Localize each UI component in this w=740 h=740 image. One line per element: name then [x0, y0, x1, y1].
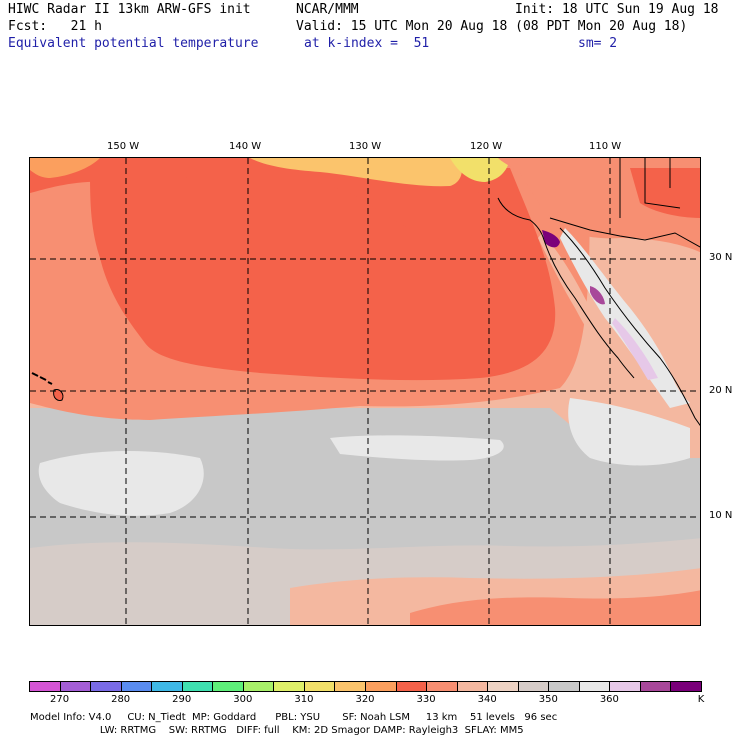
graticule — [30, 158, 700, 625]
colorbar-swatch — [334, 681, 366, 692]
lon-label-140w: 140 W — [229, 141, 262, 152]
colorbar-swatch — [395, 681, 428, 692]
colorbar-tick-label: 330 — [416, 694, 436, 705]
colorbar-swatch — [365, 681, 397, 692]
colorbar-swatch — [303, 681, 336, 692]
colorbar-tick-label: 360 — [599, 694, 619, 705]
colorbar-tick-label: 270 — [49, 694, 70, 705]
hawaii-islands — [31, 372, 53, 385]
land-interior — [630, 168, 700, 218]
colorbar-swatch — [548, 681, 580, 692]
lat-label-30n: 30 N — [709, 252, 733, 263]
baja-peninsula — [538, 233, 630, 378]
red-core — [90, 168, 556, 381]
colorbar-swatch — [273, 681, 305, 692]
lat-label-20n: 20 N — [709, 385, 733, 396]
lavender-strip — [612, 318, 658, 380]
lon-label-150w: 150 W — [107, 141, 140, 152]
colorbar-swatch — [426, 681, 458, 692]
colorbar-swatch — [487, 681, 519, 692]
lon-label-110w: 110 W — [589, 141, 622, 152]
valid-time: Valid: 15 UTC Mon 20 Aug 18 (08 PDT Mon … — [296, 19, 688, 34]
gulf-coastline — [559, 227, 700, 427]
colorbar-tick-label: 290 — [172, 694, 192, 705]
lon-label-120w: 120 W — [470, 141, 503, 152]
organization-label: NCAR/MMM — [296, 2, 359, 17]
model-info-line1: Model Info: V4.0 CU: N_Tiedt MP: Goddard… — [30, 712, 558, 723]
colorbar-tick-label: 310 — [294, 694, 314, 705]
lat-label-10n: 10 N — [709, 510, 733, 521]
white-patch-east — [568, 398, 690, 466]
map-canvas — [30, 158, 700, 625]
colorbar-swatch — [242, 681, 275, 692]
field-name: Equivalent potential temperature — [8, 36, 259, 51]
colorbar-tick-label: 350 — [538, 694, 558, 705]
smoothing-value: sm= 2 — [578, 36, 618, 51]
colorbar-swatch — [120, 681, 153, 692]
forecast-hour: Fcst: 21 h — [8, 19, 102, 34]
purple-patch — [590, 286, 605, 305]
colorbar-swatch — [212, 681, 244, 692]
colorbar-swatch — [456, 681, 489, 692]
white-patch-central — [330, 435, 504, 461]
lon-label-130w: 130 W — [349, 141, 382, 152]
colorbar-unit: K — [697, 694, 705, 705]
colorbar-swatch — [670, 681, 702, 692]
gulf-white — [560, 228, 690, 408]
colorbar-swatch — [578, 681, 611, 692]
us-mexico-border — [549, 217, 700, 248]
model-title: HIWC Radar II 13km ARW-GFS init — [8, 2, 251, 17]
south-coral — [410, 590, 700, 625]
colorbar-swatch — [151, 681, 183, 692]
colorbar-swatch — [59, 681, 92, 692]
colorbar-tick-label: 280 — [111, 694, 131, 705]
yellow-patch — [450, 158, 510, 182]
state-borders — [619, 158, 681, 218]
warm-orange-top — [250, 158, 462, 187]
colorbar-tick-label: 340 — [477, 694, 497, 705]
colorbar-swatch — [639, 681, 672, 692]
init-time: Init: 18 UTC Sun 19 Aug 18 — [515, 2, 719, 17]
colorbar-tick-label: 320 — [355, 694, 375, 705]
white-patch-west — [38, 451, 204, 516]
model-info-line2: LW: RRTMG SW: RRTMG DIFF: full KM: 2D Sm… — [30, 725, 524, 736]
orange-corner — [30, 158, 100, 178]
theta-e-map[interactable] — [29, 157, 701, 626]
colorbar-swatch — [29, 681, 61, 692]
colorbar-swatch — [517, 681, 550, 692]
purple-maximum — [542, 230, 560, 248]
hawaii-big-island — [53, 389, 64, 401]
colorbar-tick-label: 300 — [233, 694, 253, 705]
colorbar-swatch — [609, 681, 641, 692]
level-index: at k-index = 51 — [304, 36, 430, 51]
colorbar-swatch — [90, 681, 122, 692]
colorbar-swatch — [181, 681, 214, 692]
pacific-coastline — [497, 197, 635, 379]
